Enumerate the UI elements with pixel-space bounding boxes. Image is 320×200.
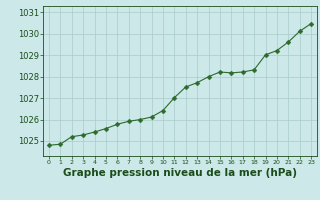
X-axis label: Graphe pression niveau de la mer (hPa): Graphe pression niveau de la mer (hPa)	[63, 168, 297, 178]
